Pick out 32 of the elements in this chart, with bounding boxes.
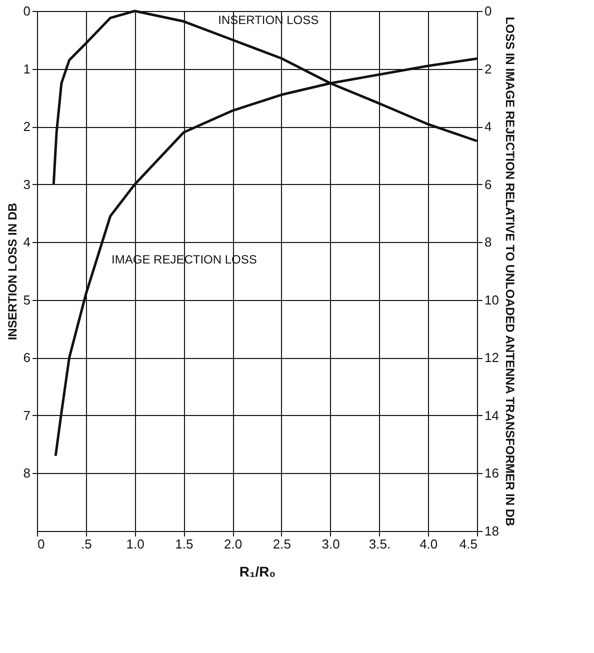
y-tick-label: 5	[23, 292, 30, 308]
y2-tick-label: 0	[484, 4, 492, 18]
y2-tick-label: 8	[484, 234, 492, 250]
y2-tick-label: 10	[484, 292, 499, 308]
x-axis-title: R₁/R₀	[239, 564, 276, 580]
y2-axis-title: LOSS IN IMAGE REJECTION RELATIVE TO UNLOADED ANTENNA TRANSFORMER IN DB	[502, 16, 517, 527]
x-tick-label: 3.5.	[368, 536, 391, 552]
x-tick-label: 1.5	[175, 536, 194, 552]
y2-tick-label: 2	[484, 61, 492, 76]
x-tick-label: 0	[38, 536, 45, 552]
y-tick-label: 4	[23, 234, 30, 250]
x-tick-label: 2.5	[272, 536, 291, 552]
y-tick-label: 2	[23, 119, 30, 134]
y-tick-label: 1	[23, 61, 30, 76]
y2-tick-label: 14	[484, 408, 499, 423]
y-tick-label: 0	[23, 4, 30, 18]
y2-tick-label: 4	[484, 119, 492, 134]
x-tick-label: 3.0	[322, 536, 340, 552]
y2-tick-label: 16	[484, 466, 499, 481]
x-tick-label: 4.5	[459, 536, 478, 552]
x-tick-label: 4.0	[420, 536, 438, 552]
y-axis-title: INSERTION LOSS IN DB	[5, 202, 20, 340]
y-tick-label: 8	[23, 466, 30, 481]
y2-tick-label: 18	[484, 524, 499, 538]
y-tick-label: 6	[23, 350, 30, 366]
y2-tick-label: 12	[484, 350, 499, 366]
x-tick-label: 2.0	[224, 536, 242, 552]
y-tick-label: 7	[23, 408, 30, 423]
y2-tick-label: 6	[484, 176, 492, 192]
x-tick-label: .5	[80, 536, 92, 552]
y-tick-label: 3	[23, 176, 30, 192]
x-tick-label: 1.0	[126, 536, 144, 552]
